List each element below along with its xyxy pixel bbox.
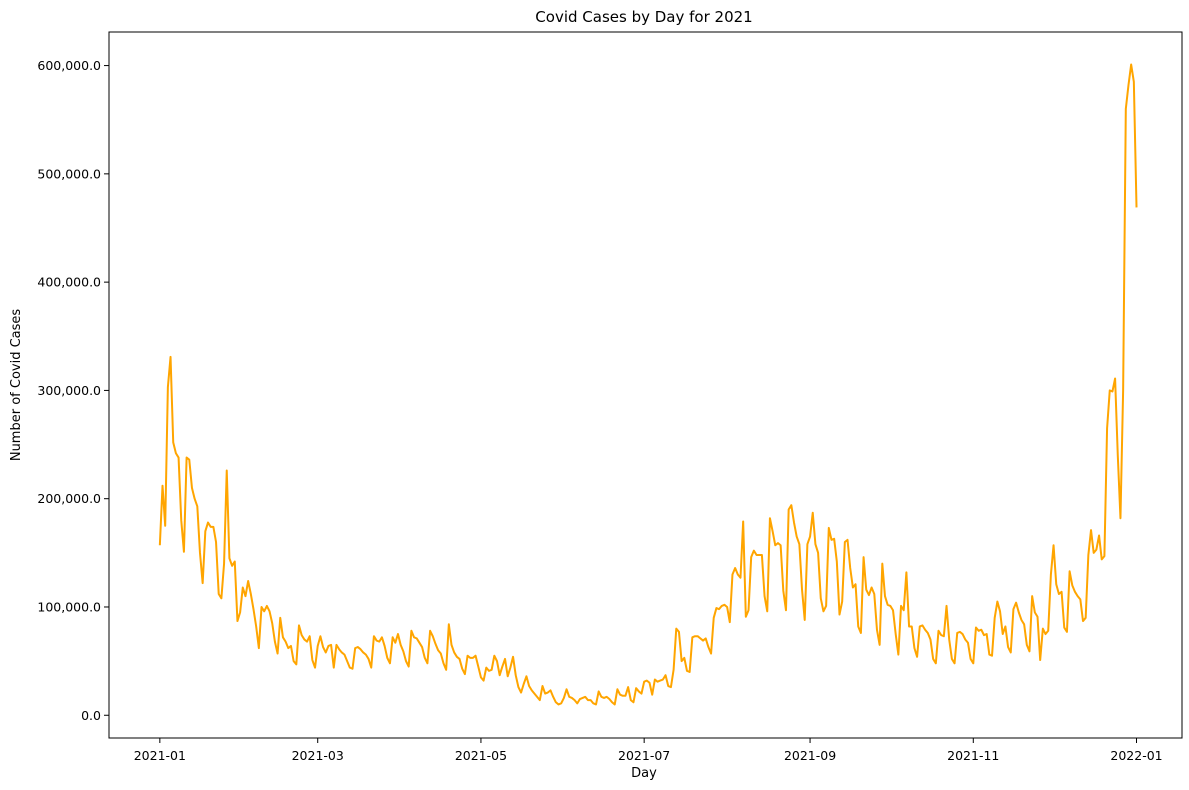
y-tick-label: 400,000.0 bbox=[37, 275, 101, 290]
chart-title: Covid Cases by Day for 2021 bbox=[535, 8, 752, 26]
y-tick-label: 200,000.0 bbox=[37, 491, 101, 506]
y-axis-label: Number of Covid Cases bbox=[9, 309, 24, 462]
plot-frame bbox=[108, 31, 1183, 739]
x-axis-ticks: 2021-01 2021-03 2021-05 2021-07 2021-09 2021-… bbox=[134, 738, 1163, 763]
y-tick-label: 300,000.0 bbox=[37, 383, 101, 398]
x-tick-label: 2021-03 bbox=[292, 748, 344, 763]
x-tick-label: 2021-09 bbox=[784, 748, 836, 763]
x-tick-label: 2021-07 bbox=[618, 748, 670, 763]
x-tick-label: 2022-01 bbox=[1110, 748, 1162, 763]
y-tick-label: 600,000.0 bbox=[37, 58, 101, 73]
y-tick-label: 100,000.0 bbox=[37, 599, 101, 614]
series-line bbox=[158, 63, 1138, 706]
series-layer bbox=[158, 63, 1138, 706]
y-tick-label: 0.0 bbox=[81, 708, 101, 723]
y-tick-label: 500,000.0 bbox=[37, 166, 101, 181]
y-axis-ticks: 0.0 100,000.0 200,000.0 300,000.0 400,000.0 5… bbox=[37, 58, 109, 723]
x-tick-label: 2021-11 bbox=[947, 748, 999, 763]
x-tick-label: 2021-01 bbox=[134, 748, 186, 763]
x-tick-label: 2021-05 bbox=[455, 748, 507, 763]
x-axis-label: Day bbox=[631, 766, 657, 781]
